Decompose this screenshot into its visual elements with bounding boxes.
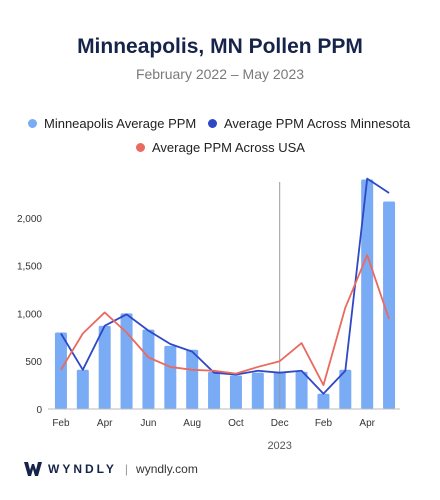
footer-separator: | [124, 462, 129, 476]
year-label: 2023 [267, 440, 291, 452]
y-tick-label-1: 500 [25, 357, 42, 368]
legend-swatch-minnesota [208, 119, 217, 128]
bar-2 [98, 325, 111, 409]
bar-4 [142, 329, 155, 409]
legend-swatch-minneapolis [28, 119, 37, 128]
x-tick-label-2: Apr [97, 418, 113, 429]
x-tick-label-0: Feb [52, 418, 70, 429]
legend-label-minneapolis: Minneapolis Average PPM [44, 116, 197, 131]
bar-0 [54, 332, 67, 409]
legend-label-usa: Average PPM Across USA [152, 140, 305, 155]
bar-5 [164, 345, 177, 409]
legend-item-minneapolis: Minneapolis Average PPM [28, 116, 196, 131]
bar-8 [229, 375, 242, 409]
page-title: Minneapolis, MN Pollen PPM [77, 35, 363, 58]
x-tick-label-10: Dec [271, 418, 289, 429]
legend-swatch-usa [136, 143, 145, 152]
bar-11 [295, 371, 308, 409]
x-tick-label-6: Aug [183, 418, 201, 429]
footer: WYNDLY | wyndly.com [24, 462, 198, 476]
page-subtitle: February 2022 – May 2023 [135, 66, 305, 82]
bar-6 [186, 349, 199, 409]
bar-14 [361, 179, 374, 409]
series-line-2 [60, 254, 390, 387]
bar-3 [120, 313, 133, 409]
x-tick-label-8: Oct [228, 418, 244, 429]
footer-brand: WYNDLY [48, 462, 117, 476]
bar-13 [339, 369, 352, 409]
x-tick-label-14: Apr [359, 418, 375, 429]
legend-item-minnesota: Average PPM Across Minnesota [208, 116, 410, 131]
legend-label-minnesota: Average PPM Across Minnesota [224, 116, 411, 131]
x-tick-label-4: Jun [140, 418, 156, 429]
y-tick-label-2: 1,000 [17, 309, 42, 320]
y-tick-label-0: 0 [36, 405, 42, 416]
bar-12 [317, 393, 330, 409]
bar-1 [76, 369, 89, 409]
x-tick-label-12: Feb [315, 418, 333, 429]
legend-item-usa: Average PPM Across USA [136, 140, 305, 155]
y-tick-label-4: 2,000 [17, 214, 42, 225]
y-tick-label-3: 1,500 [17, 262, 42, 273]
footer-link[interactable]: wyndly.com [136, 462, 198, 476]
bar-9 [251, 372, 264, 409]
wyndly-logo-icon [24, 462, 42, 476]
bar-7 [208, 371, 221, 409]
series-line-1 [60, 177, 390, 395]
bar-15 [383, 201, 396, 409]
